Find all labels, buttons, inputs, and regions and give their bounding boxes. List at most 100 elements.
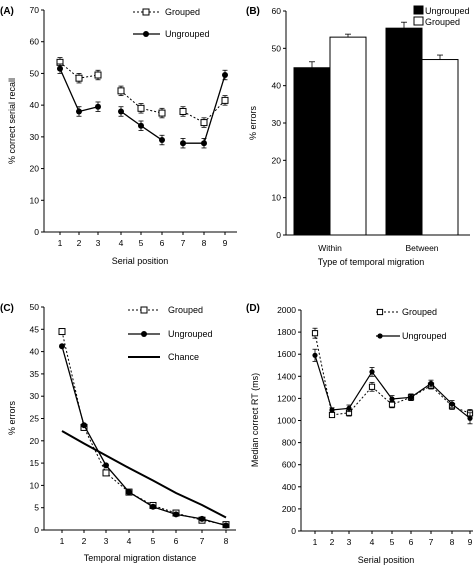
x-axis-label: Type of temporal migration — [318, 257, 425, 267]
x-tick-label: 1 — [313, 537, 318, 547]
x-category-label: Within — [318, 243, 342, 253]
legend-marker — [143, 31, 149, 37]
bar-grouped — [421, 59, 459, 236]
point-ungrouped — [428, 380, 434, 387]
series-line-ungrouped — [61, 346, 227, 527]
y-tick-label: 1000 — [277, 416, 296, 426]
point-ungrouped — [95, 103, 101, 110]
x-tick-label: 5 — [390, 537, 395, 547]
x-tick-label: 9 — [223, 238, 228, 248]
y-tick-label: 60 — [30, 37, 40, 47]
x-tick-label: 8 — [202, 238, 207, 248]
point-ungrouped — [329, 407, 335, 413]
x-axis-label: Temporal migration distance — [84, 553, 197, 563]
y-tick-label: 20 — [30, 436, 40, 446]
x-tick-label: 2 — [82, 536, 87, 546]
x-axis-label: Serial position — [112, 256, 169, 266]
legend-marker — [376, 308, 384, 316]
x-tick-label: 3 — [96, 238, 101, 248]
point-grouped — [200, 119, 208, 127]
point-ungrouped — [223, 522, 229, 529]
panel-label: (B) — [246, 6, 260, 17]
y-tick-label: 200 — [282, 504, 296, 514]
point-ungrouped — [126, 489, 132, 496]
x-tick-label: 4 — [370, 537, 375, 547]
y-axis-label: % errors — [7, 401, 17, 436]
y-tick-label: 0 — [34, 227, 39, 237]
legend-swatch — [413, 5, 424, 15]
point-grouped — [102, 469, 110, 477]
y-tick-label: 800 — [282, 438, 296, 448]
y-tick-label: 0 — [291, 526, 296, 536]
point-ungrouped — [199, 515, 205, 522]
x-tick-label: 3 — [104, 536, 109, 546]
y-tick-label: 1400 — [277, 371, 296, 381]
legend-swatch — [413, 16, 424, 26]
panel-label: (C) — [0, 303, 14, 314]
point-ungrouped — [312, 352, 318, 358]
y-tick-label: 60 — [272, 6, 282, 16]
y-tick-label: 50 — [30, 68, 40, 78]
point-ungrouped — [389, 396, 395, 402]
y-axis-label: % correct serial recall — [7, 78, 17, 164]
point-ungrouped — [76, 108, 82, 115]
y-tick-label: 70 — [30, 5, 40, 15]
y-tick-label: 10 — [30, 195, 40, 205]
legend-marker — [140, 306, 148, 314]
point-ungrouped — [346, 405, 352, 411]
point-grouped — [221, 96, 229, 104]
legend-label: Grouped — [402, 307, 437, 317]
y-tick-label: 40 — [272, 81, 282, 91]
bar-ungrouped — [293, 67, 331, 236]
y-tick-label: 30 — [30, 132, 40, 142]
y-axis-label: Median correct RT (ms) — [250, 373, 260, 467]
y-tick-label: 40 — [30, 100, 40, 110]
x-tick-label: 7 — [429, 537, 434, 547]
y-axis-label: % errors — [248, 106, 258, 141]
y-tick-label: 400 — [282, 482, 296, 492]
point-ungrouped — [138, 122, 144, 129]
point-ungrouped — [449, 401, 455, 407]
legend-label: Grouped — [165, 7, 200, 17]
y-tick-label: 35 — [30, 369, 40, 379]
y-tick-label: 15 — [30, 458, 40, 468]
y-tick-label: 2000 — [277, 305, 296, 315]
point-ungrouped — [173, 511, 179, 518]
series-line-grouped — [182, 100, 226, 124]
point-ungrouped — [118, 108, 124, 115]
x-tick-label: 3 — [347, 537, 352, 547]
y-tick-label: 10 — [30, 480, 40, 490]
legend-label: Grouped — [425, 17, 460, 27]
x-tick-label: 4 — [127, 536, 132, 546]
point-ungrouped — [57, 65, 63, 72]
x-tick-label: 6 — [160, 238, 165, 248]
y-tick-label: 45 — [30, 324, 40, 334]
point-grouped — [368, 383, 376, 390]
y-tick-label: 0 — [34, 525, 39, 535]
x-tick-label: 1 — [58, 238, 63, 248]
bar-ungrouped — [385, 27, 423, 236]
point-ungrouped — [81, 422, 87, 429]
x-axis-label: Serial position — [358, 555, 415, 565]
x-tick-label: 9 — [468, 537, 473, 547]
point-ungrouped — [201, 140, 207, 147]
legend-marker — [377, 333, 383, 339]
x-tick-label: 2 — [330, 537, 335, 547]
panel-label: (D) — [246, 303, 260, 314]
point-grouped — [94, 71, 102, 79]
point-grouped — [58, 328, 66, 336]
x-tick-label: 8 — [224, 536, 229, 546]
y-tick-label: 20 — [30, 164, 40, 174]
series-line-chance — [61, 430, 227, 519]
series-line-ungrouped — [314, 355, 471, 419]
y-tick-label: 1600 — [277, 349, 296, 359]
point-ungrouped — [59, 343, 65, 350]
point-ungrouped — [222, 72, 228, 79]
legend-label: Chance — [168, 352, 199, 362]
point-ungrouped — [467, 415, 473, 421]
x-tick-label: 7 — [200, 536, 205, 546]
legend-label: Ungrouped — [168, 329, 213, 339]
x-tick-label: 4 — [119, 238, 124, 248]
x-tick-label: 2 — [77, 238, 82, 248]
x-tick-label: 5 — [151, 536, 156, 546]
